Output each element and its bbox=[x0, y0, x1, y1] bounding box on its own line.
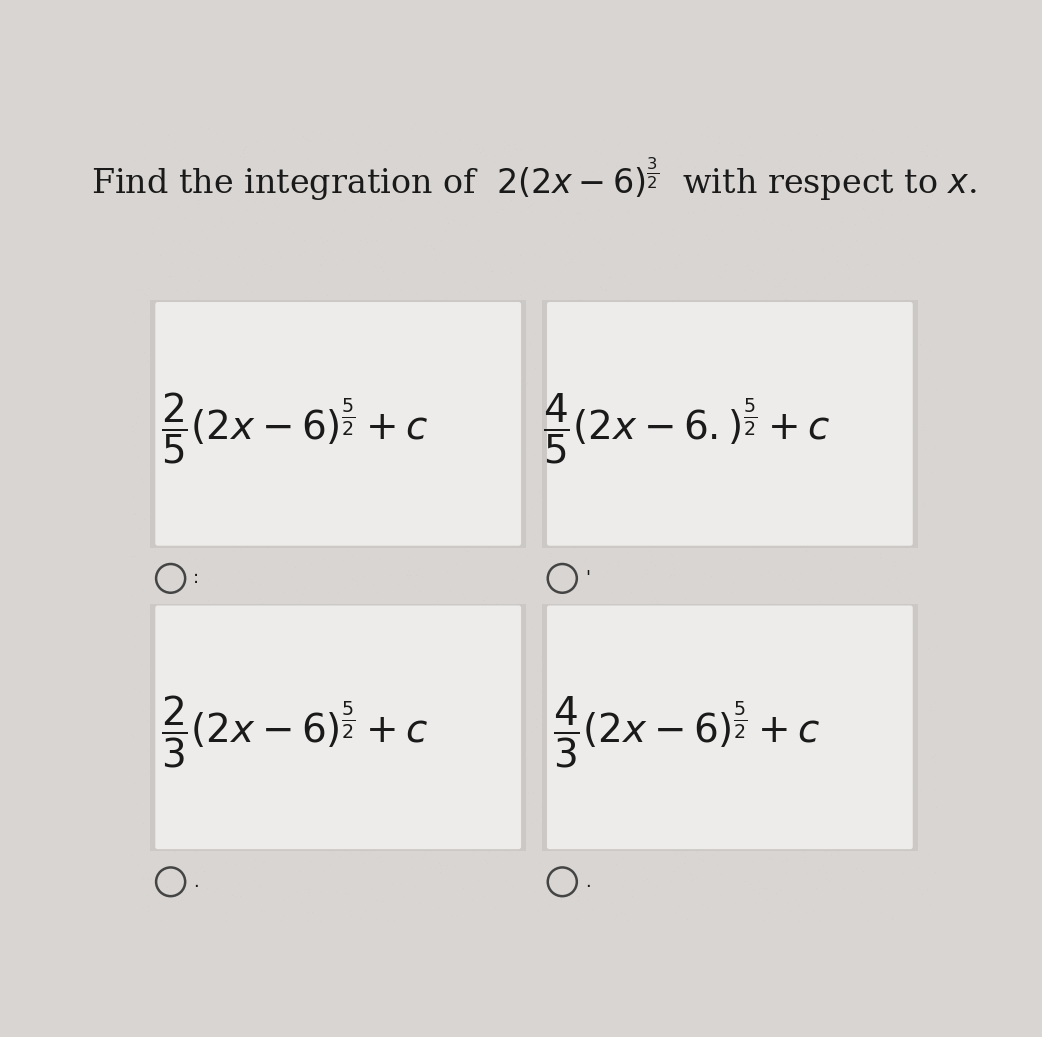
FancyBboxPatch shape bbox=[547, 302, 913, 545]
Text: $\dfrac{4}{3}(2x-6)^{\frac{5}{2}}+c$: $\dfrac{4}{3}(2x-6)^{\frac{5}{2}}+c$ bbox=[552, 695, 820, 769]
Text: $\dfrac{2}{5}(2x-6)^{\frac{5}{2}}+c$: $\dfrac{2}{5}(2x-6)^{\frac{5}{2}}+c$ bbox=[162, 391, 428, 467]
Text: $\dfrac{4}{5}(2x-6.)^{\frac{5}{2}}+c$: $\dfrac{4}{5}(2x-6.)^{\frac{5}{2}}+c$ bbox=[543, 392, 830, 466]
Text: Find the integration of  $2(2x-6)^{\frac{3}{2}}$  with respect to $x$.: Find the integration of $2(2x-6)^{\frac{… bbox=[91, 157, 977, 203]
FancyBboxPatch shape bbox=[150, 300, 526, 548]
Text: .: . bbox=[585, 873, 591, 891]
FancyBboxPatch shape bbox=[542, 300, 918, 548]
FancyBboxPatch shape bbox=[155, 606, 521, 849]
Text: ': ' bbox=[585, 569, 590, 587]
FancyBboxPatch shape bbox=[542, 604, 918, 851]
Text: :: : bbox=[193, 569, 199, 587]
Text: .: . bbox=[193, 873, 199, 891]
FancyBboxPatch shape bbox=[155, 302, 521, 545]
FancyBboxPatch shape bbox=[150, 604, 526, 851]
FancyBboxPatch shape bbox=[547, 606, 913, 849]
Text: $\dfrac{2}{3}(2x-6)^{\frac{5}{2}}+c$: $\dfrac{2}{3}(2x-6)^{\frac{5}{2}}+c$ bbox=[162, 694, 428, 770]
